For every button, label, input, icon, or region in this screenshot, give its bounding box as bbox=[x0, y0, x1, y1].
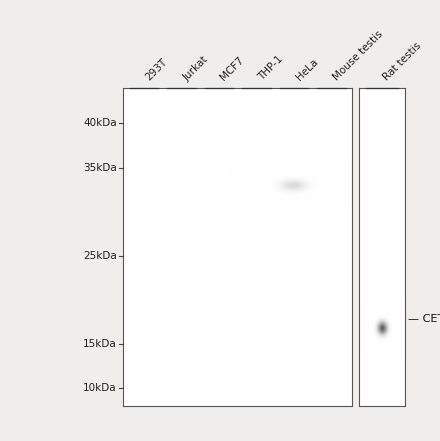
Text: 40kDa: 40kDa bbox=[83, 119, 117, 128]
Text: — CETN1: — CETN1 bbox=[408, 314, 440, 324]
Text: HeLa: HeLa bbox=[294, 57, 319, 83]
Text: MCF7: MCF7 bbox=[219, 56, 246, 83]
Text: 293T: 293T bbox=[144, 57, 169, 83]
Text: THP-1: THP-1 bbox=[257, 54, 285, 83]
Text: Jurkat: Jurkat bbox=[181, 54, 210, 83]
Text: 35kDa: 35kDa bbox=[83, 163, 117, 172]
Text: Mouse testis: Mouse testis bbox=[331, 30, 385, 83]
Text: 25kDa: 25kDa bbox=[83, 251, 117, 261]
Text: 15kDa: 15kDa bbox=[83, 339, 117, 349]
Text: Rat testis: Rat testis bbox=[382, 41, 424, 83]
Text: 10kDa: 10kDa bbox=[83, 383, 117, 393]
